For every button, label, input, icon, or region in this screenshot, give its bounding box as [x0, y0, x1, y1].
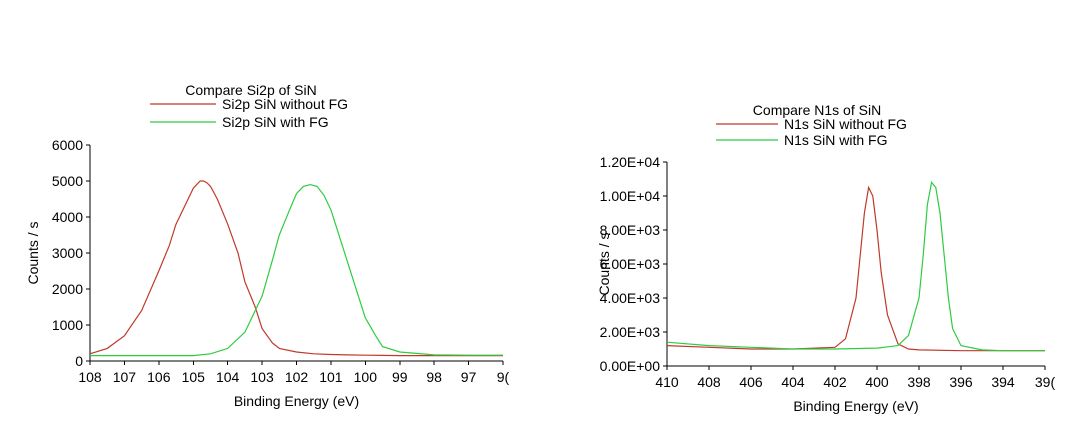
chart2-x-tick-label: 394	[991, 374, 1015, 390]
chart1-x-axis-label: Binding Energy (eV)	[234, 393, 359, 409]
chart1-x-tick-label: 107	[113, 369, 137, 385]
chart1-x-tick-label: 103	[250, 369, 274, 385]
chart1-y-tick-label: 2000	[52, 281, 83, 297]
chart1-x-tick-label: 106	[147, 369, 171, 385]
chart2-y-tick-label: 6.00E+03	[600, 256, 661, 272]
chart1-x-tick-label: 105	[182, 369, 206, 385]
chart1-y-tick-label: 4000	[52, 209, 83, 225]
chart1-x-tick-label: 102	[285, 369, 309, 385]
chart1-x-tick-label: 108	[78, 369, 102, 385]
chart1-legend-label-1: Si2p SiN without FG	[222, 96, 348, 112]
chart1-y-tick-label: 1000	[52, 317, 83, 333]
chart2-x-tick-label: 398	[907, 374, 931, 390]
chart2-x-tick-label: 410	[655, 374, 679, 390]
chart2-y-tick-label: 1.00E+04	[600, 188, 661, 204]
chart1-y-tick-label: 6000	[52, 137, 83, 153]
chart2-y-tick-label: 1.20E+04	[600, 154, 661, 170]
chart1-x-tick-label: 98	[426, 369, 442, 385]
chart2-x-tick-label: 396	[949, 374, 973, 390]
chart2-y-tick-label: 8.00E+03	[600, 222, 661, 238]
chart1-legend-label-2: Si2p SiN with FG	[222, 114, 329, 130]
chart1-x-tick-label: 97	[461, 369, 477, 385]
chart2-legend-title: Compare N1s of SiN	[753, 102, 881, 118]
chart2-x-tick-label: 406	[739, 374, 763, 390]
chart1-x-tick-label: 100	[354, 369, 378, 385]
chart1-series-line-1	[89, 180, 503, 357]
chart1-y-tick-label: 5000	[52, 173, 83, 189]
chart1-y-axis-label: Counts / s	[25, 221, 41, 284]
chart2-y-tick-label: 4.00E+03	[600, 290, 661, 306]
chart2-series-line-2	[666, 181, 1045, 352]
chart2-series-line-1	[666, 185, 1045, 352]
chart2-legend-label-2: N1s SiN with FG	[784, 132, 887, 148]
chart1-x-tick-label: 9(	[497, 369, 510, 385]
chart2-x-axis-label: Binding Energy (eV)	[793, 398, 918, 414]
chart1-x-tick-label: 101	[319, 369, 343, 385]
chart2-x-tick-label: 400	[865, 374, 889, 390]
chart2-x-tick-label: 408	[697, 374, 721, 390]
chart1-x-tick-label: 104	[216, 369, 240, 385]
chart1-legend-title: Compare Si2p of SiN	[185, 82, 317, 98]
chart1-x-tick-label: 99	[392, 369, 408, 385]
chart1-series-line-2	[90, 183, 503, 357]
chart1-y-tick-label: 3000	[52, 245, 83, 261]
chart2-y-tick-label: 0.00E+00	[600, 358, 661, 374]
chart1-y-tick-label: 0	[75, 353, 83, 369]
chart2-y-tick-label: 2.00E+03	[600, 324, 661, 340]
chart2-y-axis-label: Counts / s	[596, 232, 612, 295]
chart2-x-tick-label: 402	[823, 374, 847, 390]
chart2-x-tick-label: 404	[781, 374, 805, 390]
chart2-x-tick-label: 39(	[1035, 374, 1056, 390]
chart2-legend-label-1: N1s SiN without FG	[784, 116, 907, 132]
